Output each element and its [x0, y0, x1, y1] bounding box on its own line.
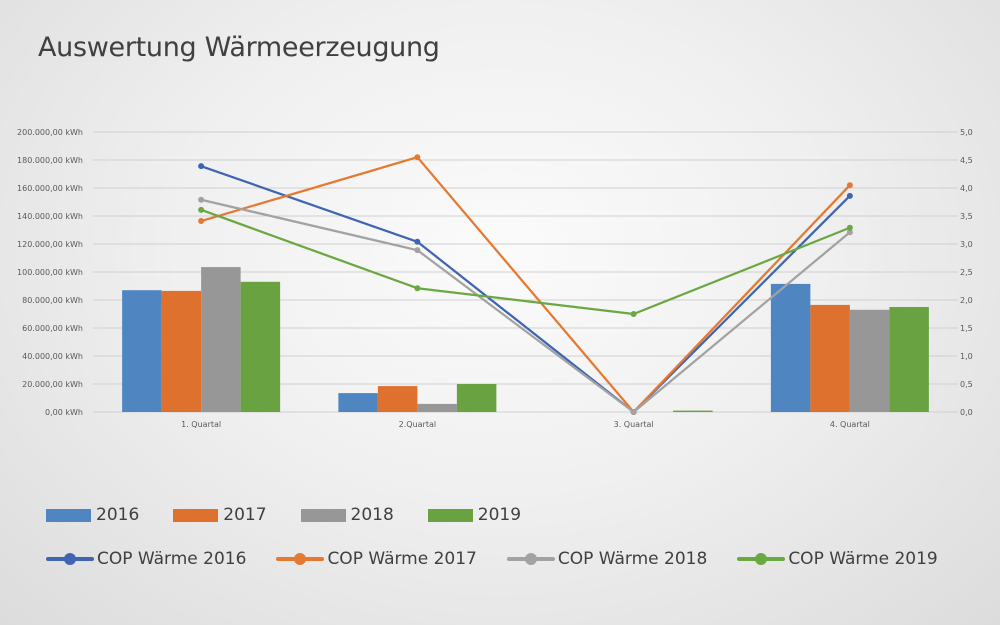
legend-item-COP-Wärme-2018: COP Wärme 2018: [506, 549, 708, 569]
line-point: [846, 224, 853, 231]
legend-line-marker: [737, 552, 786, 566]
line-point: [414, 285, 421, 292]
legend-item-COP-Wärme-2016: COP Wärme 2016: [46, 549, 246, 569]
bar-2016-3: [770, 283, 811, 412]
legend-item-2018: 2018: [300, 505, 394, 525]
bar-2019-0: [240, 281, 281, 412]
line-point: [630, 311, 637, 317]
left-axis-ticks: 0,00 kWh 20.000,00 kWh 40.000,00 kWh 60.000…: [17, 128, 83, 417]
right-tick-label: 2,0: [960, 296, 973, 305]
left-tick-label: 0,00 kWh: [45, 408, 83, 417]
legend-label: 2019: [477, 505, 522, 525]
legend-label: COP Wärme 2018: [557, 549, 708, 569]
bar-2016-1: [338, 393, 378, 412]
legend-line-marker: [46, 552, 94, 566]
left-tick-label: 20.000,00 kWh: [22, 380, 83, 389]
bar-2018-1: [417, 403, 457, 412]
right-tick-label: 5,0: [960, 128, 973, 137]
category-labels: 1. Quartal 2.Quartal 3. Quartal 4. Quartal: [181, 420, 870, 429]
bar-2016-0: [122, 290, 162, 412]
left-tick-label: 60.000,00 kWh: [22, 324, 83, 333]
line-point: [198, 218, 205, 225]
right-tick-label: 4,5: [960, 156, 973, 165]
right-tick-label: 1,5: [960, 324, 973, 333]
legend-swatch: [46, 508, 91, 522]
line-point: [846, 192, 853, 199]
right-tick-label: 4,0: [960, 184, 973, 193]
legend-swatch: [300, 508, 346, 522]
right-tick-label: 0,5: [960, 380, 973, 389]
bar-2017-0: [161, 290, 202, 412]
left-tick-label: 100.000,00 kWh: [17, 268, 83, 277]
legend-swatch: [427, 508, 473, 522]
legend-item-COP-Wärme-2019: COP Wärme 2019: [737, 549, 938, 569]
bar-2019-3: [889, 307, 929, 412]
legend-label: 2018: [350, 505, 394, 525]
legend-bar-series: 2016 2017 2018 2019: [46, 505, 555, 525]
chart-title: Auswertung Wärmeerzeugung: [38, 32, 440, 63]
legend-label: 2017: [223, 505, 267, 525]
left-tick-label: 180.000,00 kWh: [17, 156, 83, 165]
line-point: [198, 206, 205, 213]
bar-2018-0: [201, 267, 241, 412]
bars: [122, 267, 929, 412]
category-label: 4. Quartal: [830, 420, 870, 429]
bar-2017-3: [810, 304, 850, 412]
left-tick-label: 140.000,00 kWh: [17, 212, 83, 221]
legend-item-2016: 2016: [46, 505, 139, 525]
category-label: 2.Quartal: [399, 420, 436, 429]
bar-2017-1: [377, 386, 418, 412]
line-point: [198, 163, 205, 170]
line-point: [846, 229, 853, 236]
legend-label: COP Wärme 2019: [788, 549, 938, 569]
right-tick-label: 3,5: [960, 212, 973, 221]
legend-line-marker: [506, 552, 555, 566]
category-label: 1. Quartal: [181, 420, 221, 429]
left-tick-label: 160.000,00 kWh: [17, 184, 83, 193]
line-point: [198, 196, 205, 203]
line-point: [414, 238, 421, 245]
left-tick-label: 40.000,00 kWh: [22, 352, 83, 361]
line-point: [846, 182, 853, 189]
legend-item-2019: 2019: [427, 505, 522, 525]
legend-label: COP Wärme 2016: [97, 549, 247, 569]
right-tick-label: 1,0: [960, 352, 973, 361]
legend-item-2017: 2017: [173, 505, 267, 525]
legend-label: COP Wärme 2017: [327, 549, 477, 569]
legend-line-series: COP Wärme 2016 COP Wärme 2017 COP Wärme 20…: [46, 549, 968, 569]
right-tick-label: 2,5: [960, 268, 973, 277]
right-tick-label: 0,0: [960, 408, 973, 417]
legend-swatch: [173, 508, 219, 522]
line-COP-Wärme-2019: [200, 208, 851, 316]
category-label: 3. Quartal: [614, 420, 654, 429]
left-tick-label: 200.000,00 kWh: [17, 128, 83, 137]
bar-2019-1: [456, 384, 497, 412]
line-point: [414, 154, 421, 161]
left-tick-label: 120.000,00 kWh: [17, 240, 83, 249]
left-tick-label: 80.000,00 kWh: [22, 296, 83, 305]
right-axis-ticks: 0,0 0,5 1,0 1,5 2,0 2,5 3,0 3,5 4,0 4,5 5,0: [960, 128, 973, 417]
right-tick-label: 3,0: [960, 240, 973, 249]
line-point: [414, 247, 421, 254]
lines: [198, 154, 853, 415]
line-point: [630, 409, 637, 415]
bar-2018-3: [849, 309, 890, 412]
line-COP-Wärme-2018: [200, 198, 851, 414]
legend-item-COP-Wärme-2017: COP Wärme 2017: [276, 549, 477, 569]
bar-2019-2: [673, 410, 713, 412]
legend-line-marker: [276, 552, 325, 566]
line-COP-Wärme-2017: [200, 156, 851, 414]
line-COP-Wärme-2016: [200, 165, 851, 414]
legend-label: 2016: [96, 505, 140, 525]
